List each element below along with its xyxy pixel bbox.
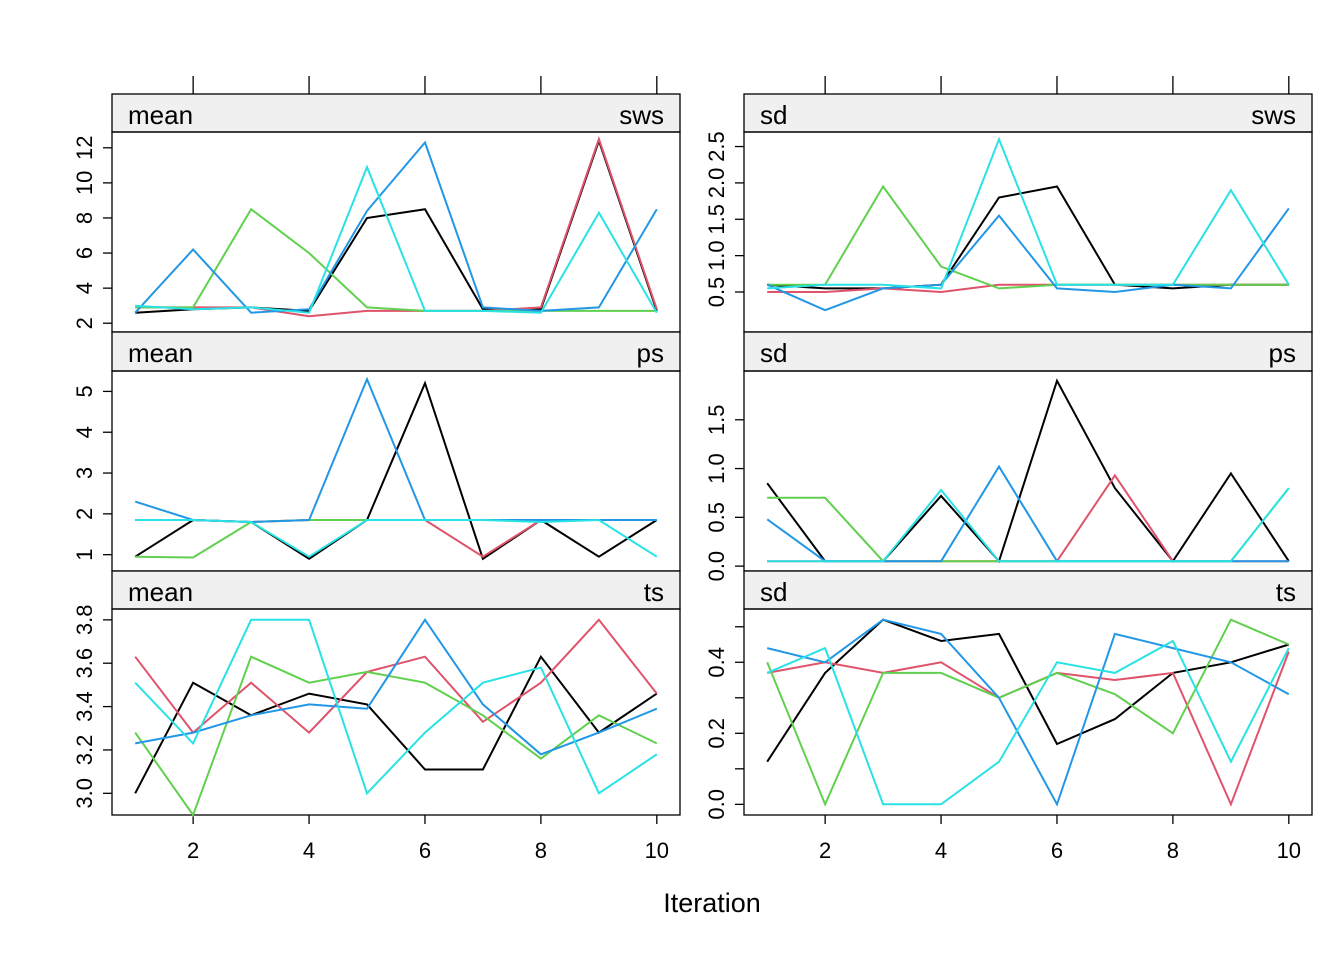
series-line-chain-3	[767, 184, 1289, 290]
panel-3: mean ps 1 2 3 4 5	[72, 331, 681, 572]
y-tick-label: 0.2	[704, 718, 729, 749]
series-line-chain-1	[766, 378, 1290, 564]
y-tick-label: 2	[72, 508, 97, 520]
series-line-chain-3	[135, 519, 657, 559]
series-line-chain-2	[134, 618, 658, 735]
y-tick-label: 3.4	[72, 691, 97, 722]
series-line-chain-3	[134, 655, 658, 818]
panel-2: sd sws 0.5 1.0 1.5 2.0 2.5	[704, 76, 1313, 333]
strip-label-variable: ps	[1269, 338, 1296, 368]
strip-background	[111, 93, 681, 133]
x-axis-label: Iteration	[663, 888, 761, 918]
strip-label-variable: sws	[619, 100, 664, 130]
x-tick-label: 4	[935, 838, 947, 863]
strip-label-variable: sws	[1251, 100, 1296, 130]
series-line-chain-1	[135, 137, 658, 314]
y-tick-label: 8	[72, 212, 97, 224]
y-tick-label: 10	[72, 171, 97, 195]
x-tick-label: 2	[187, 838, 199, 863]
series-line-chain-2	[135, 135, 658, 318]
series-line-chain-3	[135, 207, 657, 312]
strip-background	[111, 570, 681, 610]
y-tick-label: 1.0	[704, 453, 729, 484]
y-tick-label: 3.2	[72, 735, 97, 766]
strip-label-variable: ps	[637, 338, 664, 368]
series-line-chain-4	[766, 618, 1290, 807]
x-tick-label: 6	[1051, 838, 1063, 863]
series-line-chain-5	[767, 136, 1290, 290]
strip-label-statistic: sd	[760, 338, 787, 368]
x-tick-label: 8	[1167, 838, 1179, 863]
strip-label-statistic: mean	[128, 100, 193, 130]
series-line-chain-3	[767, 487, 1290, 563]
strip-label-statistic: sd	[760, 577, 787, 607]
y-tick-label: 3.0	[72, 778, 97, 809]
series-line-chain-1	[767, 185, 1289, 290]
y-tick-label: 12	[72, 136, 97, 160]
y-tick-label: 1.0	[704, 240, 729, 271]
series-line-chain-3	[766, 618, 1290, 807]
plot-frame	[111, 608, 681, 816]
y-tick-label: 4	[72, 282, 97, 294]
strip-background	[111, 331, 681, 372]
series-line-chain-4	[134, 140, 658, 314]
plot-frame	[743, 131, 1313, 333]
series-line-chain-2	[767, 651, 1290, 807]
series-line-chain-5	[766, 639, 1290, 806]
y-tick-label: 2.5	[704, 131, 729, 162]
y-tick-label: 1.5	[704, 404, 729, 435]
x-tick-label: 6	[419, 838, 431, 863]
y-tick-label: 3	[72, 467, 97, 479]
y-tick-label: 0.0	[704, 789, 729, 820]
series-line-chain-4	[766, 464, 1289, 563]
strip-label-variable: ts	[644, 577, 664, 607]
plot-frame	[743, 608, 1313, 816]
series-line-chain-1	[134, 380, 658, 561]
x-tick-label: 10	[1277, 838, 1301, 863]
series-line-chain-1	[766, 618, 1290, 763]
series-line-chain-1	[134, 654, 658, 794]
x-tick-label: 2	[819, 838, 831, 863]
series-line-chain-2	[135, 519, 657, 558]
x-tick-label: 4	[303, 838, 315, 863]
strip-background	[743, 93, 1313, 133]
y-tick-label: 2	[72, 317, 97, 329]
series-line-chain-4	[766, 207, 1290, 312]
y-tick-label: 0.5	[704, 277, 729, 308]
series-line-chain-5	[767, 487, 1290, 563]
y-tick-label: 2.0	[704, 168, 729, 199]
strip-label-statistic: mean	[128, 338, 193, 368]
strip-label-statistic: mean	[128, 577, 193, 607]
y-tick-label: 3.8	[72, 605, 97, 636]
series-line-chain-5	[135, 164, 658, 314]
panel-1: mean sws 2 4 6 8 10 12	[72, 76, 681, 333]
y-tick-label: 4	[72, 426, 97, 438]
y-tick-label: 1.5	[704, 204, 729, 235]
plot-frame	[111, 370, 681, 572]
series-line-chain-5	[135, 518, 658, 558]
panel-6: sd ts 0.0 0.2 0.4 2 4 6 8 10	[704, 570, 1313, 863]
y-tick-label: 0.5	[704, 502, 729, 533]
y-tick-label: 0.4	[704, 647, 729, 678]
y-tick-label: 5	[72, 385, 97, 397]
series-line-chain-4	[134, 376, 657, 524]
series-line-chain-5	[134, 618, 658, 796]
strip-label-statistic: sd	[760, 100, 787, 130]
strip-background	[743, 570, 1313, 610]
series-line-chain-2	[767, 473, 1289, 563]
panel-4: sd ps 0.0 0.5 1.0 1.5	[704, 331, 1313, 582]
x-tick-label: 10	[645, 838, 669, 863]
y-tick-label: 0.0	[704, 551, 729, 582]
y-tick-label: 6	[72, 247, 97, 259]
x-tick-label: 8	[535, 838, 547, 863]
y-tick-label: 1	[72, 549, 97, 561]
y-tick-label: 3.6	[72, 648, 97, 679]
strip-label-variable: ts	[1276, 577, 1296, 607]
panel-5: mean ts 3.0 3.2 3.4 3.6 3.8 2 4 6 8 10	[72, 570, 681, 863]
series-line-chain-4	[135, 618, 658, 756]
strip-background	[743, 331, 1313, 372]
